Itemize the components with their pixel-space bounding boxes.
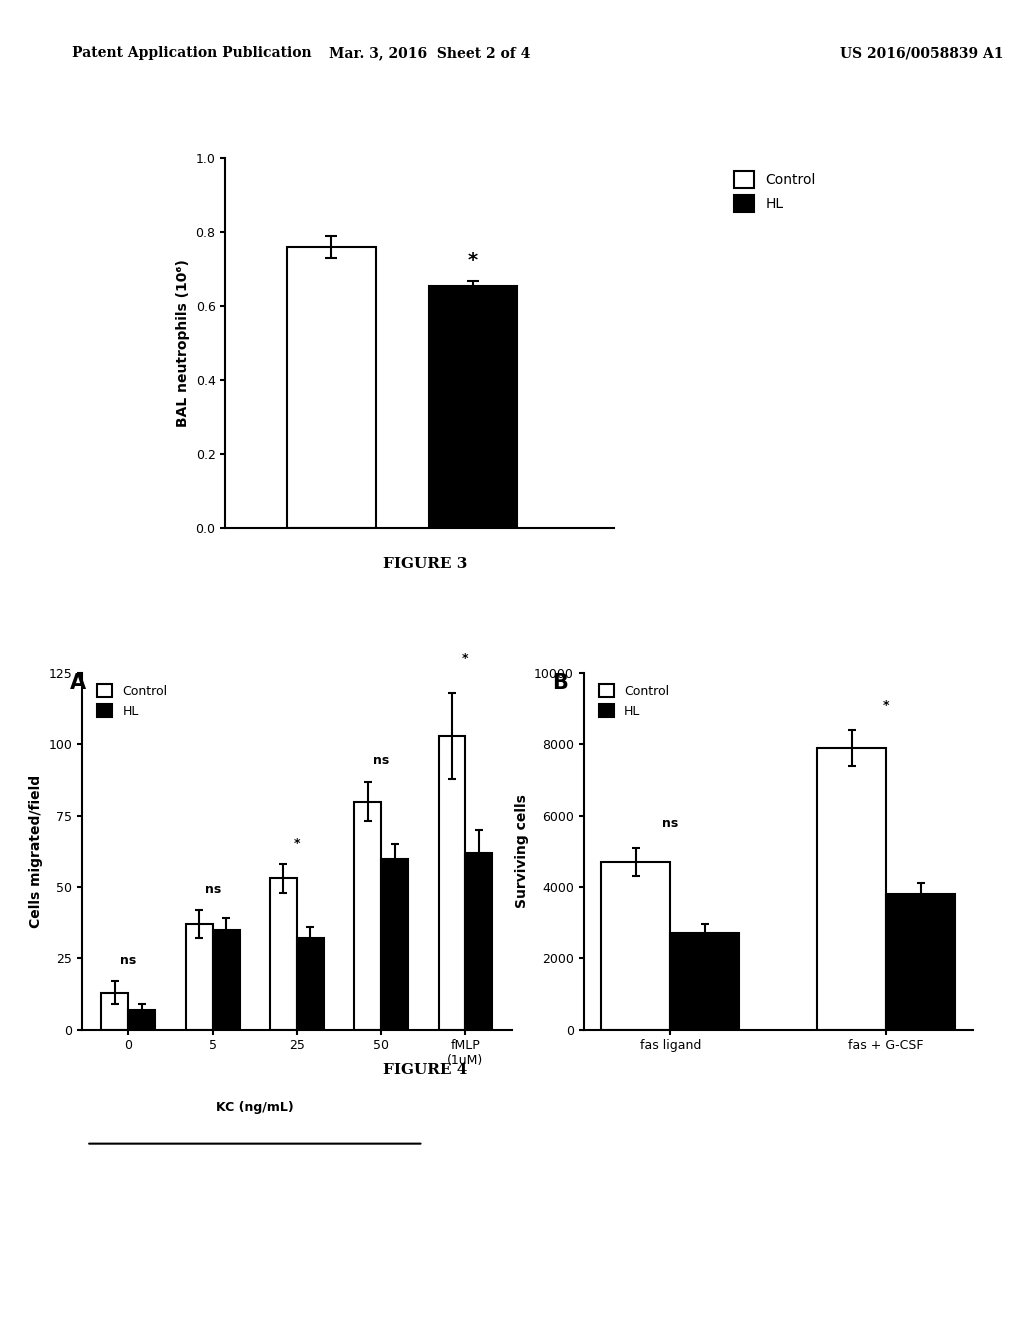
Text: FIGURE 3: FIGURE 3 <box>383 557 467 572</box>
Bar <box>886 894 955 1030</box>
Bar <box>354 801 381 1030</box>
Text: Patent Application Publication: Patent Application Publication <box>72 46 311 61</box>
Bar <box>429 286 517 528</box>
Y-axis label: Cells migrated/field: Cells migrated/field <box>29 775 43 928</box>
Text: ns: ns <box>373 754 389 767</box>
Text: ns: ns <box>663 817 679 830</box>
Bar <box>101 993 128 1030</box>
Bar <box>438 737 466 1030</box>
Bar <box>817 748 886 1030</box>
Text: FIGURE 4: FIGURE 4 <box>383 1063 467 1077</box>
Bar <box>601 862 671 1030</box>
Text: ns: ns <box>120 954 136 966</box>
Bar <box>270 879 297 1030</box>
Bar <box>671 933 739 1030</box>
Text: KC (ng/mL): KC (ng/mL) <box>216 1101 294 1114</box>
Text: Mar. 3, 2016  Sheet 2 of 4: Mar. 3, 2016 Sheet 2 of 4 <box>330 46 530 61</box>
Bar <box>213 929 240 1030</box>
Y-axis label: Surviving cells: Surviving cells <box>514 795 528 908</box>
Text: A: A <box>70 673 86 693</box>
Bar <box>185 924 213 1030</box>
Bar <box>381 858 409 1030</box>
Bar <box>128 1010 156 1030</box>
Legend: Control, HL: Control, HL <box>594 680 674 723</box>
Text: *: * <box>294 837 300 850</box>
Legend: Control, HL: Control, HL <box>92 680 173 723</box>
Text: US 2016/0058839 A1: US 2016/0058839 A1 <box>840 46 1004 61</box>
Text: B: B <box>552 673 567 693</box>
Legend: Control, HL: Control, HL <box>728 165 821 218</box>
Bar <box>287 247 376 528</box>
Y-axis label: BAL neutrophils (10⁶): BAL neutrophils (10⁶) <box>176 259 190 428</box>
Bar <box>297 939 324 1030</box>
Text: *: * <box>462 652 469 665</box>
Bar <box>466 853 493 1030</box>
Text: *: * <box>468 251 478 271</box>
Text: ns: ns <box>205 883 221 895</box>
Text: *: * <box>883 700 889 713</box>
